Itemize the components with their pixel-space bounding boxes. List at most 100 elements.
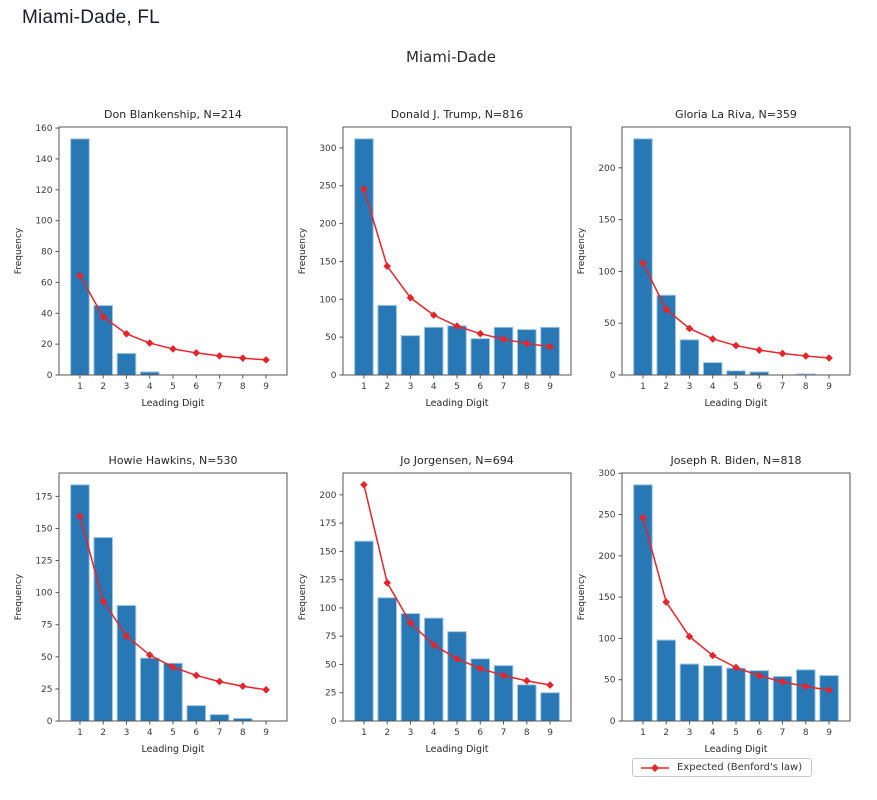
svg-text:Leading Digit: Leading Digit [705,398,768,409]
svg-text:Gloria La Riva, N=359: Gloria La Riva, N=359 [675,108,797,121]
svg-text:Frequency: Frequency [14,573,24,620]
svg-text:50: 50 [604,676,616,686]
svg-text:1: 1 [640,728,646,738]
svg-text:Frequency: Frequency [14,227,24,274]
svg-text:8: 8 [524,382,530,392]
svg-text:150: 150 [598,593,615,603]
svg-text:5: 5 [454,382,460,392]
svg-text:175: 175 [319,519,336,529]
svg-text:Frequency: Frequency [577,573,587,620]
subplot-jo-jorgensen: 0 25 50 75 100 125 150 175 200 1 2 3 4 5 6 7 8 9 Jo Jorgen… [298,454,572,755]
svg-text:250: 250 [319,182,336,192]
svg-text:25: 25 [41,685,52,695]
svg-text:0: 0 [47,371,53,381]
svg-text:9: 9 [547,382,553,392]
svg-text:Howie Hawkins, N=530: Howie Hawkins, N=530 [109,454,238,467]
svg-text:9: 9 [263,382,269,392]
svg-text:4: 4 [147,728,153,738]
svg-text:9: 9 [826,728,832,738]
svg-text:4: 4 [431,728,437,738]
svg-text:Leading Digit: Leading Digit [426,744,489,755]
svg-text:175: 175 [35,492,52,502]
svg-text:6: 6 [193,728,199,738]
svg-text:8: 8 [803,382,809,392]
svg-text:100: 100 [35,589,52,599]
svg-text:3: 3 [408,728,414,738]
svg-text:5: 5 [170,382,176,392]
svg-text:Leading Digit: Leading Digit [142,744,205,755]
svg-text:7: 7 [501,382,507,392]
svg-text:Jo Jorgensen, N=694: Jo Jorgensen, N=694 [399,454,513,467]
svg-text:9: 9 [547,728,553,738]
svg-text:6: 6 [756,382,762,392]
svg-text:8: 8 [524,728,530,738]
svg-text:2: 2 [384,728,390,738]
subplot-gloria-la-riva: 0 50 100 150 200 1 2 3 4 5 6 7 8 9 Gloria La Riva, N=3… [577,108,851,409]
svg-text:2: 2 [100,728,106,738]
svg-text:150: 150 [319,257,336,267]
svg-text:150: 150 [598,216,615,226]
svg-text:4: 4 [710,728,716,738]
svg-text:6: 6 [477,728,483,738]
svg-text:2: 2 [100,382,106,392]
svg-text:1: 1 [640,382,646,392]
svg-text:3: 3 [408,382,414,392]
svg-text:6: 6 [477,382,483,392]
svg-text:9: 9 [263,728,269,738]
svg-text:8: 8 [803,728,809,738]
svg-text:3: 3 [687,728,693,738]
svg-text:1: 1 [77,728,83,738]
svg-text:5: 5 [733,728,739,738]
svg-text:9: 9 [826,382,832,392]
svg-text:0: 0 [331,371,337,381]
svg-text:Frequency: Frequency [298,227,308,274]
svg-text:3: 3 [687,382,693,392]
svg-text:4: 4 [147,382,153,392]
svg-text:300: 300 [598,469,615,479]
svg-text:8: 8 [240,728,246,738]
subplot-donald-trump: 0 50 100 150 200 250 300 1 2 3 4 5 6 7 8 9 Donald J. Tru… [298,108,572,409]
subplot-don-blankenship: 0 20 40 60 80 100 120 140 160 1 2 3 4 5 6 7 8 9 Don Blanke… [14,108,288,409]
svg-text:125: 125 [319,576,336,586]
svg-text:2: 2 [384,382,390,392]
svg-text:0: 0 [47,717,53,727]
svg-text:75: 75 [325,632,336,642]
svg-text:1: 1 [77,382,83,392]
subplot-joseph-biden: 0 50 100 150 200 250 300 1 2 3 4 5 6 7 8 9 Joseph R. Bid… [577,454,851,755]
svg-text:3: 3 [124,728,130,738]
svg-text:50: 50 [41,653,53,663]
svg-text:0: 0 [610,717,616,727]
svg-text:200: 200 [319,491,336,501]
svg-text:250: 250 [598,511,615,521]
svg-text:200: 200 [598,552,615,562]
svg-text:160: 160 [35,124,52,134]
figure-title: Miami-Dade [406,48,496,66]
svg-text:150: 150 [35,524,52,534]
svg-text:4: 4 [710,382,716,392]
svg-text:140: 140 [35,155,52,165]
svg-text:125: 125 [35,557,52,567]
svg-text:40: 40 [41,309,53,319]
svg-text:100: 100 [319,604,336,614]
svg-text:7: 7 [501,728,507,738]
svg-text:0: 0 [610,371,616,381]
subplot-howie-hawkins: 0 25 50 75 100 125 150 175 1 2 3 4 5 6 7 8 9 Howie Hawkin… [14,454,288,755]
svg-text:20: 20 [41,340,53,350]
svg-text:7: 7 [780,728,786,738]
benford-line-icon [641,763,669,772]
svg-text:25: 25 [325,689,336,699]
svg-text:100: 100 [598,634,615,644]
page-title: Miami-Dade, FL [22,7,160,28]
svg-text:Don Blankenship, N=214: Don Blankenship, N=214 [104,108,242,121]
svg-text:6: 6 [193,382,199,392]
svg-text:5: 5 [733,382,739,392]
svg-text:3: 3 [124,382,130,392]
svg-text:Donald J. Trump, N=816: Donald J. Trump, N=816 [391,108,523,121]
svg-text:5: 5 [170,728,176,738]
svg-text:50: 50 [325,333,337,343]
svg-text:5: 5 [454,728,460,738]
svg-text:75: 75 [41,621,52,631]
svg-text:80: 80 [41,248,53,258]
svg-text:200: 200 [319,220,336,230]
